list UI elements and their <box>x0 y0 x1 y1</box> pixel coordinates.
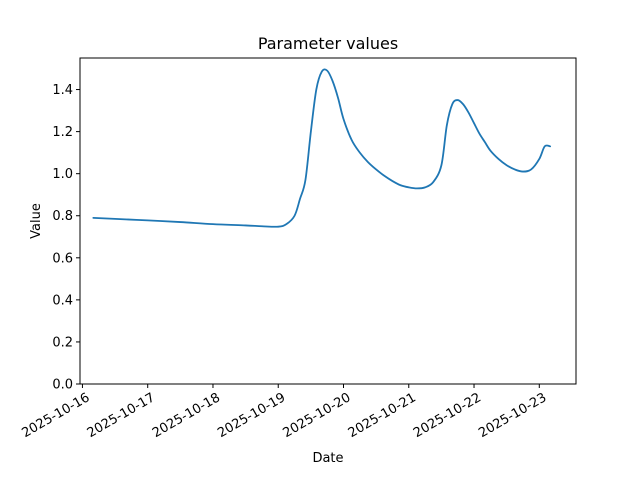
y-tick-label: 1.4 <box>52 83 73 98</box>
y-axis-label: Value <box>29 203 44 239</box>
y-tick-label: 1.0 <box>52 167 73 182</box>
y-axis: 0.0 0.2 0.4 0.6 0.8 1.0 1.2 1.4 <box>52 83 80 393</box>
chart-title: Parameter values <box>258 34 398 53</box>
plot-area <box>92 68 552 228</box>
y-tick-label: 0.2 <box>52 335 73 350</box>
y-tick-label: 0.0 <box>52 378 73 393</box>
series-line <box>92 68 552 228</box>
x-axis-label: Date <box>312 451 343 466</box>
y-tick-label: 1.2 <box>52 125 73 140</box>
y-tick-label: 0.4 <box>52 293 73 308</box>
y-tick-label: 0.6 <box>52 251 73 266</box>
y-tick-label: 0.8 <box>52 209 73 224</box>
axes-frame <box>79 57 577 385</box>
